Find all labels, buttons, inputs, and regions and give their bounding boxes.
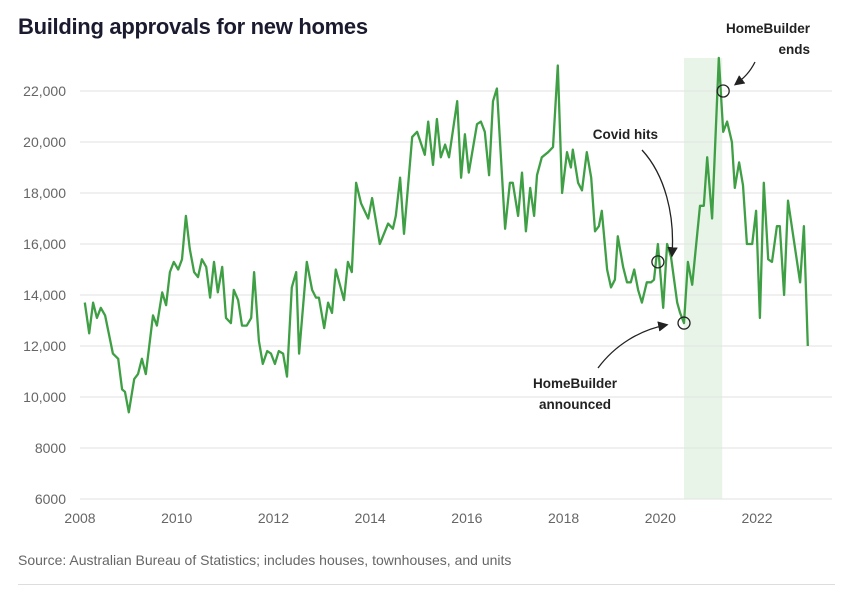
chart-title: Building approvals for new homes bbox=[18, 14, 368, 39]
source-note: Source: Australian Bureau of Statistics;… bbox=[18, 552, 512, 568]
annotation-label: Covid hits bbox=[593, 127, 658, 142]
x-tick-label: 2010 bbox=[161, 510, 192, 526]
line-chart: 6000 8000 10,000 12,000 14,000 16,000 18,000 20… bbox=[23, 21, 832, 526]
x-tick-label: 2022 bbox=[741, 510, 772, 526]
y-tick-label: 12,000 bbox=[23, 338, 66, 354]
y-tick-label: 10,000 bbox=[23, 389, 66, 405]
y-tick-label: 16,000 bbox=[23, 236, 66, 252]
x-tick-label: 2016 bbox=[451, 510, 482, 526]
annotation-arrow bbox=[597, 321, 669, 369]
x-tick-label: 2014 bbox=[355, 510, 386, 526]
y-tick-label: 22,000 bbox=[23, 83, 66, 99]
annotation-marker-circle bbox=[651, 255, 665, 269]
approvals-series-line bbox=[83, 56, 809, 414]
y-tick-label: 14,000 bbox=[23, 287, 66, 303]
annotation-label: HomeBuilder bbox=[726, 21, 811, 36]
annotation-marker-circle bbox=[716, 84, 730, 98]
x-tick-label: 2012 bbox=[258, 510, 289, 526]
y-tick-label: 8000 bbox=[35, 440, 66, 456]
y-tick-label: 6000 bbox=[35, 491, 66, 507]
y-tick-label: 18,000 bbox=[23, 185, 66, 201]
x-tick-label: 2020 bbox=[645, 510, 676, 526]
annotation-marker-circle bbox=[677, 316, 691, 330]
x-tick-label: 2018 bbox=[548, 510, 579, 526]
annotation-label: HomeBuilder bbox=[533, 376, 618, 391]
x-tick-label: 2008 bbox=[64, 510, 95, 526]
y-tick-label: 20,000 bbox=[23, 134, 66, 150]
annotation-arrow bbox=[733, 61, 756, 86]
annotation-label: announced bbox=[539, 397, 611, 412]
annotation-label: ends bbox=[778, 42, 810, 57]
annotation-arrow bbox=[641, 149, 678, 258]
footer-divider bbox=[18, 584, 835, 585]
